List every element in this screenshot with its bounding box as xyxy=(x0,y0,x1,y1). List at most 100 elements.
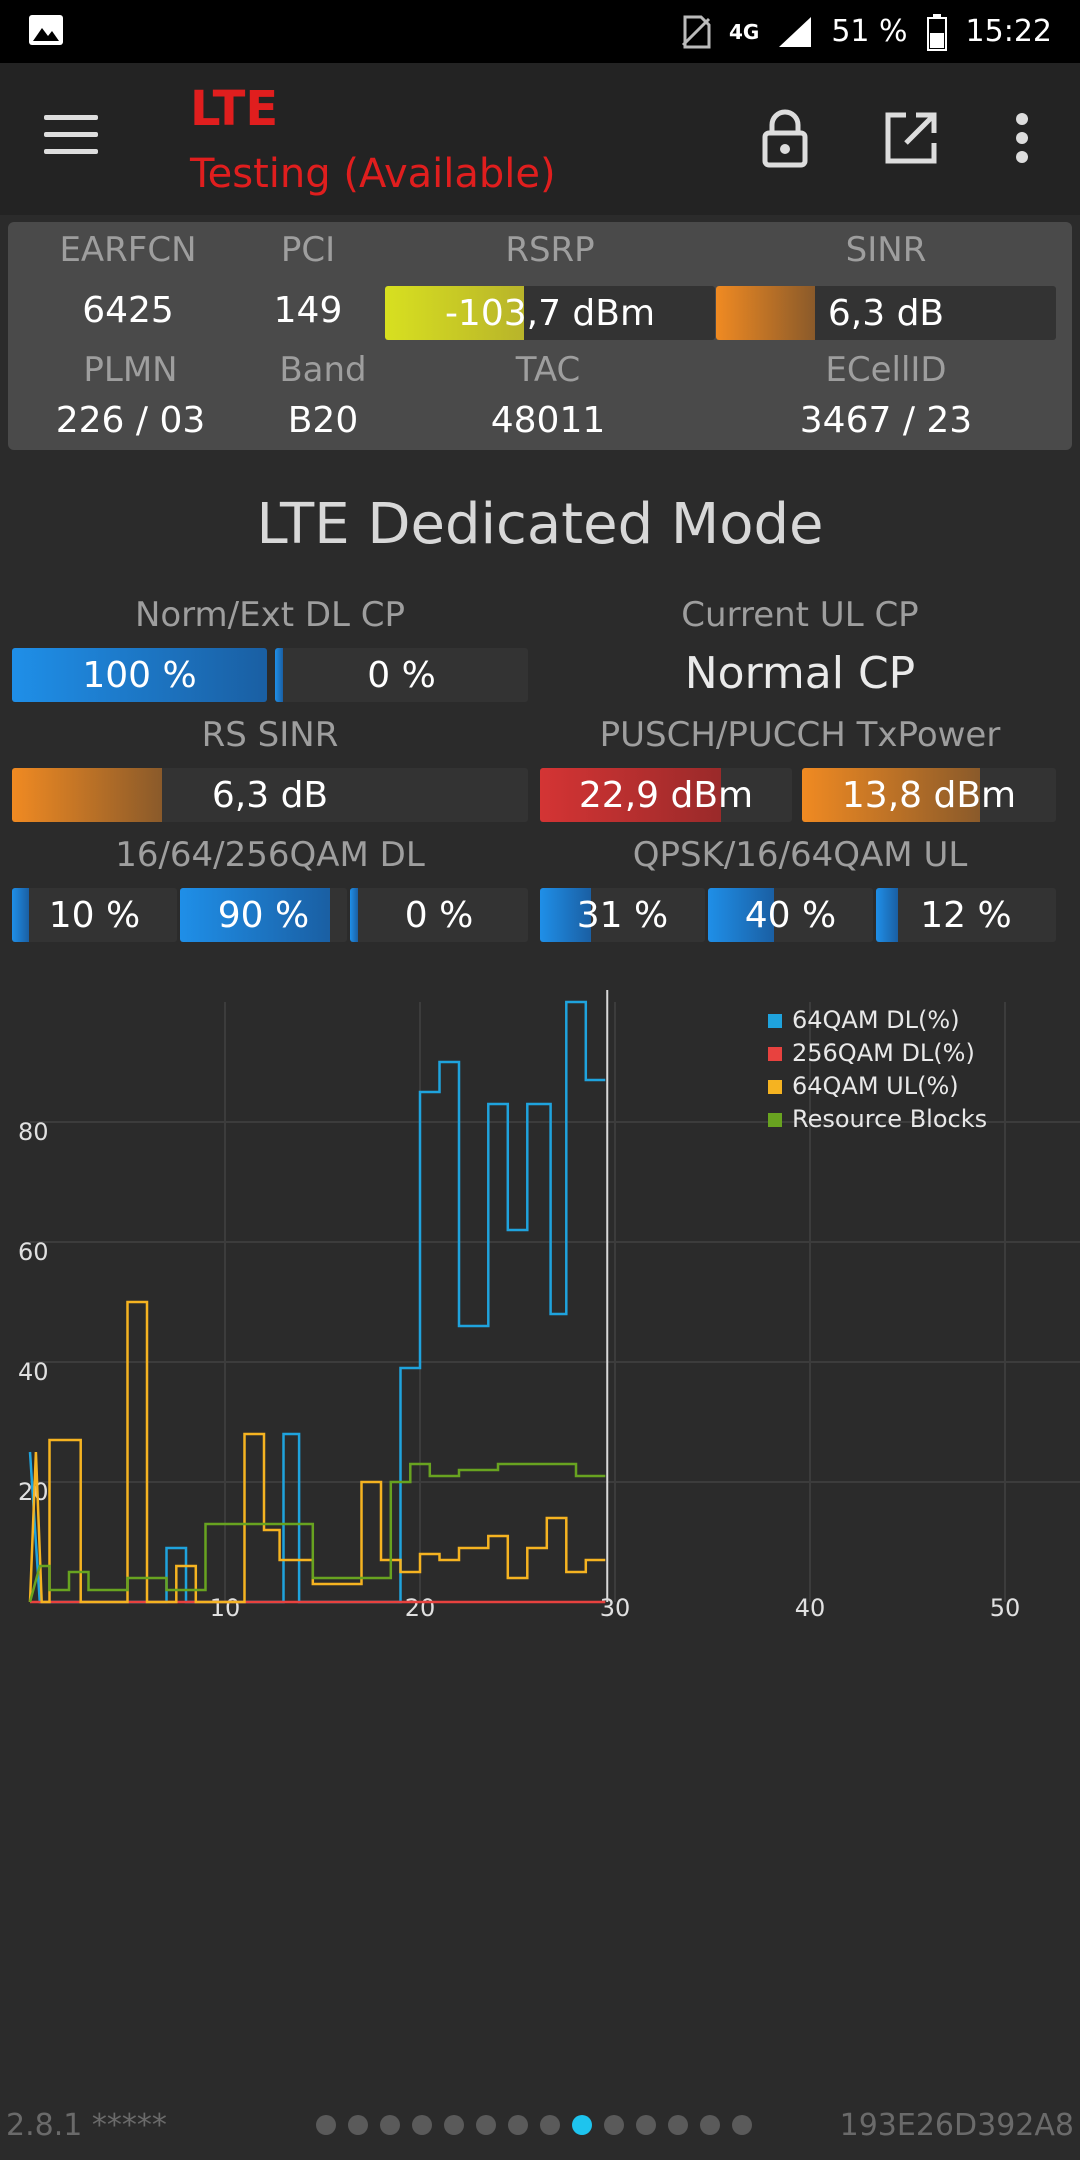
legend-label: 64QAM DL(%) xyxy=(792,1006,960,1034)
y-tick-label: 80 xyxy=(18,1118,49,1146)
page-dot-6[interactable] xyxy=(476,2115,496,2135)
page-dot-8[interactable] xyxy=(540,2115,560,2135)
legend-swatch xyxy=(768,1014,782,1028)
qam256-dl-bar: 0 % xyxy=(350,888,528,942)
series-line-resource-blocks xyxy=(28,1462,606,1603)
page-dot-2[interactable] xyxy=(348,2115,368,2135)
x-tick-label: 10 xyxy=(210,1594,241,1622)
more-options-icon[interactable] xyxy=(990,103,1054,173)
y-tick-label: 40 xyxy=(18,1358,49,1386)
qam64-ul-bar: 12 % xyxy=(876,888,1056,942)
open-external-icon[interactable] xyxy=(876,103,946,173)
x-tick-label: 50 xyxy=(990,1594,1021,1622)
ecellid-label: ECellID xyxy=(825,350,947,390)
rs-sinr-value: 6,3 dB xyxy=(211,774,329,816)
legend-swatch xyxy=(768,1080,782,1094)
app-toolbar: LTE Testing (Available) xyxy=(0,63,1080,215)
status-bar: 4G 51 % 15:22 xyxy=(0,0,1080,63)
page-dot-10[interactable] xyxy=(604,2115,624,2135)
earfcn-label: EARFCN xyxy=(59,230,197,270)
sinr-label: SINR xyxy=(845,230,927,270)
app-subtitle: Testing (Available) xyxy=(190,151,556,197)
page-dot-4[interactable] xyxy=(412,2115,432,2135)
page-dot-13[interactable] xyxy=(700,2115,720,2135)
dl-cp-normal-bar: 100 % xyxy=(12,648,267,702)
qam-dl-label: 16/64/256QAM DL xyxy=(115,835,425,875)
page-dot-14[interactable] xyxy=(732,2115,752,2135)
page-dot-7[interactable] xyxy=(508,2115,528,2135)
page-dot-9[interactable] xyxy=(572,2115,592,2135)
device-id-label: 193E26D392A8 xyxy=(839,2108,1074,2143)
page-dot-11[interactable] xyxy=(636,2115,656,2135)
pusch-power-bar: 22,9 dBm xyxy=(540,768,792,822)
dl-cp-extended-bar: 0 % xyxy=(275,648,528,702)
series-line-64qam-ul- xyxy=(28,1300,606,1604)
plmn-label: PLMN xyxy=(83,350,178,390)
qam16-dl-bar: 10 % xyxy=(12,888,177,942)
ul-cp-label: Current UL CP xyxy=(681,595,919,635)
rs-sinr-label: RS SINR xyxy=(201,715,339,755)
x-tick-label: 30 xyxy=(600,1594,631,1622)
pucch-power-value: 13,8 dBm xyxy=(841,774,1017,816)
version-label: 2.8.1 ***** xyxy=(6,2108,167,2143)
legend-label: 64QAM UL(%) xyxy=(792,1072,959,1100)
clock: 15:22 xyxy=(965,14,1052,49)
x-tick-label: 20 xyxy=(405,1594,436,1622)
battery-percent: 51 % xyxy=(831,14,908,49)
page-dot-12[interactable] xyxy=(668,2115,688,2135)
page-dot-5[interactable] xyxy=(444,2115,464,2135)
legend-swatch xyxy=(768,1047,782,1061)
rs-sinr-bar: 6,3 dB xyxy=(12,768,528,822)
pci-value: 149 xyxy=(273,290,343,331)
txpower-label: PUSCH/PUCCH TxPower xyxy=(599,715,1001,755)
lock-icon[interactable] xyxy=(750,103,820,173)
legend-label: Resource Blocks xyxy=(792,1105,987,1133)
no-sim-icon xyxy=(681,15,711,48)
app-title: LTE xyxy=(190,81,279,137)
mode-title: LTE Dedicated Mode xyxy=(256,492,824,557)
qam256-dl-value: 0 % xyxy=(404,894,474,936)
x-tick-label: 40 xyxy=(795,1594,826,1622)
tac-value: 48011 xyxy=(490,400,606,441)
signal-icon xyxy=(779,16,812,47)
network-type: 4G xyxy=(728,19,760,44)
qam64-dl-bar: 90 % xyxy=(180,888,347,942)
band-value: B20 xyxy=(287,400,359,441)
sinr-bar: 6,3 dB xyxy=(716,286,1056,340)
legend-swatch xyxy=(768,1113,782,1127)
tac-label: TAC xyxy=(515,350,581,390)
page-dot-1[interactable] xyxy=(316,2115,336,2135)
pci-label: PCI xyxy=(280,230,336,270)
rsrp-value: -103,7 dBm xyxy=(444,292,656,334)
dl-cp-normal-value: 100 % xyxy=(82,654,197,696)
pusch-power-value: 22,9 dBm xyxy=(578,774,754,816)
qam64-dl-value: 90 % xyxy=(217,894,310,936)
qam16-ul-bar: 40 % xyxy=(708,888,873,942)
battery-icon xyxy=(926,13,947,51)
qpsk-ul-bar: 31 % xyxy=(540,888,705,942)
ecellid-value: 3467 / 23 xyxy=(799,400,973,441)
qam64-ul-value: 12 % xyxy=(920,894,1012,936)
earfcn-value: 6425 xyxy=(82,290,174,331)
sinr-value: 6,3 dB xyxy=(827,292,945,334)
ul-cp-value: Normal CP xyxy=(684,648,916,699)
rsrp-label: RSRP xyxy=(505,230,595,270)
rsrp-bar: -103,7 dBm xyxy=(385,286,715,340)
cell-info-panel: EARFCN 6425 PCI 149 RSRP -103,7 dBm SINR… xyxy=(8,222,1072,450)
gallery-notification-icon xyxy=(29,15,63,45)
qam-ul-label: QPSK/16/64QAM UL xyxy=(632,835,968,875)
plmn-value: 226 / 03 xyxy=(55,400,206,441)
pucch-power-bar: 13,8 dBm xyxy=(802,768,1056,822)
dl-cp-extended-value: 0 % xyxy=(367,654,436,696)
y-tick-label: 60 xyxy=(18,1238,49,1266)
menu-icon[interactable] xyxy=(44,115,98,159)
band-label: Band xyxy=(279,350,367,390)
dl-cp-label: Norm/Ext DL CP xyxy=(134,595,406,635)
legend-label: 256QAM DL(%) xyxy=(792,1039,975,1067)
series-line-64qam-dl- xyxy=(28,1000,606,1604)
qam16-dl-value: 10 % xyxy=(48,894,141,936)
qam16-ul-value: 40 % xyxy=(744,894,837,936)
page-dot-3[interactable] xyxy=(380,2115,400,2135)
page-indicator xyxy=(316,2115,752,2135)
